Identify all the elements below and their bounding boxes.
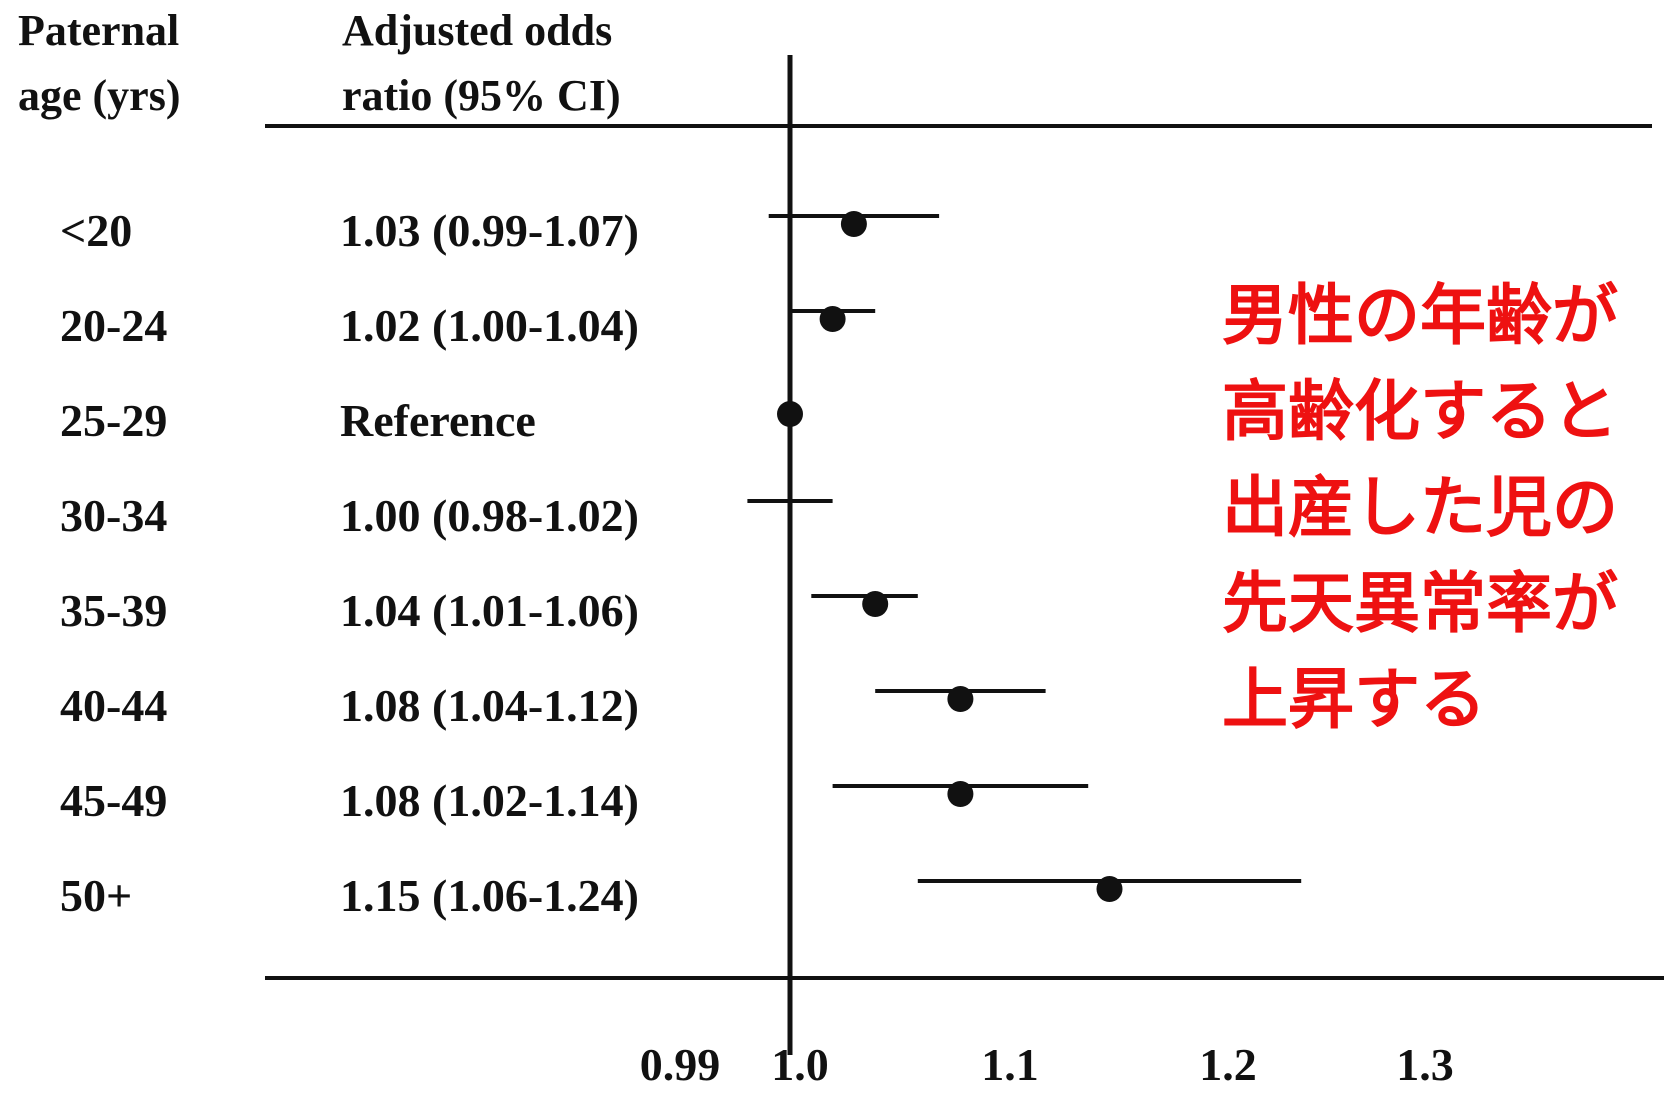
x-tick-label: 1.1 [981, 1039, 1039, 1090]
x-tick-label: 0.99 [640, 1039, 721, 1090]
forest-row: 30-34 1.00 (0.98-1.02) [60, 490, 833, 541]
point-estimate [819, 306, 846, 332]
odds-ratio-label: 1.03 (0.99-1.07) [340, 205, 639, 256]
group-label: 30-34 [60, 490, 167, 541]
group-label: 25-29 [60, 395, 167, 446]
annotation-line: 出産した児の [1222, 469, 1618, 546]
point-estimate [862, 591, 889, 617]
annotation-line: 男性の年齢が [1222, 277, 1618, 354]
forest-row: 35-39 1.04 (1.01-1.06) [60, 585, 918, 636]
group-label: 50+ [60, 870, 132, 921]
point-estimate [777, 401, 803, 427]
group-label: 35-39 [60, 585, 167, 636]
point-estimate [840, 211, 867, 237]
annotation-line: 上昇する [1222, 661, 1486, 738]
annotation-line: 先天異常率が [1222, 565, 1618, 642]
forest-row: 45-49 1.08 (1.02-1.14) [60, 775, 1089, 826]
forest-row: 50+ 1.15 (1.06-1.24) [60, 870, 1302, 921]
group-label: 20-24 [60, 300, 167, 351]
group-label: <20 [60, 205, 132, 256]
annotation-line: 高齢化すると [1222, 373, 1618, 450]
forest-row: 40-44 1.08 (1.04-1.12) [60, 680, 1046, 731]
header-odds-ratio-line2: ratio (95% CI) [342, 71, 621, 120]
odds-ratio-label: 1.04 (1.01-1.06) [340, 585, 639, 636]
annotation-text: 男性の年齢が 高齢化すると 出産した児の 先天異常率が 上昇する [1222, 268, 1672, 748]
odds-ratio-label: 1.00 (0.98-1.02) [340, 490, 639, 541]
x-tick-label: 1.0 [771, 1039, 829, 1090]
forest-row: <20 1.03 (0.99-1.07) [60, 205, 940, 256]
point-estimate [1096, 876, 1123, 902]
group-label: 45-49 [60, 775, 167, 826]
point-estimate [947, 686, 974, 712]
forest-row: 20-24 1.02 (1.00-1.04) [60, 300, 876, 351]
x-tick-label: 1.3 [1396, 1039, 1454, 1090]
odds-ratio-label: 1.08 (1.02-1.14) [340, 775, 639, 826]
header-odds-ratio-line1: Adjusted odds [342, 6, 612, 55]
odds-ratio-label: Reference [340, 395, 536, 446]
odds-ratio-label: 1.15 (1.06-1.24) [340, 870, 639, 921]
x-tick-label: 1.2 [1199, 1039, 1257, 1090]
forest-row: 25-29 Reference [60, 395, 803, 446]
header-paternal-age-line1: Paternal [18, 6, 179, 55]
point-estimate [947, 781, 974, 807]
header-paternal-age-line2: age (yrs) [18, 71, 181, 120]
odds-ratio-label: 1.02 (1.00-1.04) [340, 300, 639, 351]
group-label: 40-44 [60, 680, 167, 731]
odds-ratio-label: 1.08 (1.04-1.12) [340, 680, 639, 731]
